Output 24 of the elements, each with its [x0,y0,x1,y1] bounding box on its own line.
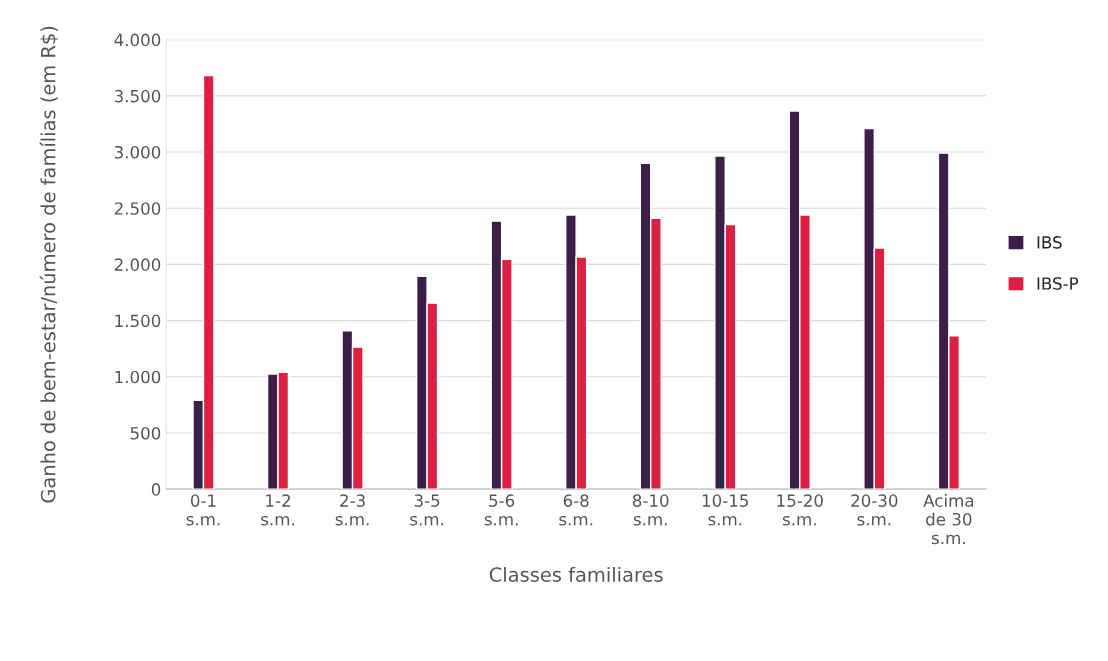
x-tick-label: 0-1 s.m. [186,494,220,526]
y-tick-label: 2.000 [114,258,161,271]
x-tick-label: 2-3 s.m. [335,494,369,526]
legend-label: IBS-P [1037,277,1079,290]
legend-label: IBS [1037,236,1062,249]
x-axis-title: Classes familiares [489,566,663,582]
y-tick-label: 0 [151,483,161,496]
y-tick-label: 2.500 [114,202,161,215]
x-tick-label: 8-10 s.m. [632,494,669,526]
y-tick-label: 500 [130,426,161,440]
x-tick-label: 5-6 s.m. [484,494,518,526]
y-axis-title: Ganho de bem-estar/número de famílias (em R$) [39,26,59,503]
y-tick-label: 3.500 [114,89,161,103]
x-tick-label: 20-30 s.m. [851,494,898,526]
y-tick-label: 1.500 [115,314,161,328]
x-tick-label: 10-15 s.m. [702,494,748,526]
y-tick-label: 3.000 [114,145,161,159]
x-tick-label: 6-8 s.m. [559,494,593,526]
x-tick-label: 15-20 s.m. [777,494,823,526]
x-tick-label: 1-2 s.m. [261,494,294,526]
x-tick-label: Acima de 30 s.m. [923,494,974,545]
x-tick-label: 3-5 s.m. [410,494,444,526]
y-tick-label: 1.000 [115,370,161,384]
y-tick-label: 4.000 [114,33,161,47]
